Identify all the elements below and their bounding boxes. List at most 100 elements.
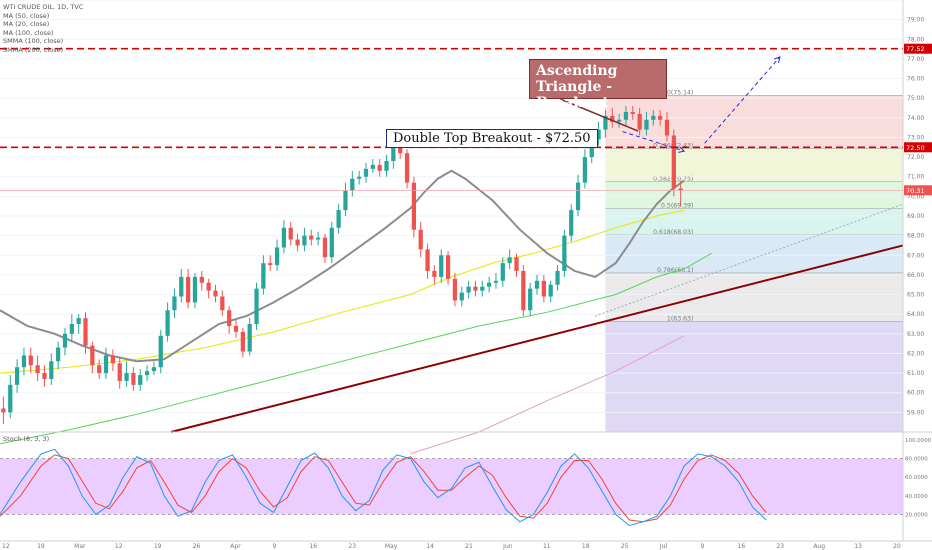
candle-body — [302, 235, 307, 246]
candle-body — [623, 111, 629, 120]
candle-body — [418, 229, 423, 250]
ascending-trendline — [170, 244, 904, 433]
candle-body — [138, 375, 143, 385]
fib-zone — [605, 321, 903, 432]
candle-body — [1, 408, 6, 413]
price-tick-label: 76.00 — [907, 76, 924, 83]
legend-symbol: WTI CRUDE OIL, 1D, TVC — [3, 3, 84, 11]
candle-body — [144, 371, 150, 376]
time-tick-label: Apr — [230, 543, 241, 550]
candle-body — [247, 324, 252, 352]
candle-body — [404, 153, 410, 183]
fibonacci-retracement: 0(75.14)0.236(72.43)0.382(70.75)0.5(69.3… — [605, 89, 903, 432]
candle-body — [49, 361, 54, 379]
candle-body — [151, 367, 157, 372]
legend-line: MA (20, close) — [3, 20, 50, 29]
candle-body — [172, 296, 177, 311]
candle-body — [466, 286, 471, 293]
price-label-badge — [904, 43, 932, 54]
candle-body — [42, 373, 47, 379]
candle-body — [261, 263, 266, 289]
time-tick-label: 19 — [154, 543, 162, 550]
stoch-tick-label: 100.0000 — [905, 438, 932, 444]
candle-body — [97, 365, 102, 374]
price-tick-label: 64.00 — [907, 311, 924, 318]
price-tick-label: 73.00 — [907, 134, 924, 141]
candle-body — [582, 157, 588, 183]
candle-body — [411, 182, 416, 230]
fib-zone — [605, 208, 903, 236]
candle-body — [90, 345, 95, 366]
price-axis: 79.00 78.00 77.00 76.00 75.00 74.00 73.00 72.00… — [902, 0, 932, 550]
fib-level-label: 0.786(66.1) — [657, 267, 693, 274]
candle-body — [637, 113, 642, 130]
candle-body — [528, 288, 533, 311]
time-tick-label: 23 — [776, 543, 784, 550]
candle-body — [514, 257, 519, 271]
candle-body — [603, 115, 608, 130]
candle-body — [596, 129, 601, 140]
price-tick-label: 59.00 — [907, 409, 924, 416]
fib-level-label: 0.5(69.39) — [661, 202, 693, 209]
time-tick-label: Aug — [813, 543, 825, 550]
candle-body — [206, 282, 211, 291]
price-tick-label: 70.00 — [907, 193, 924, 200]
time-tick-label: 23 — [348, 543, 356, 550]
price-tick-label: 69.00 — [907, 213, 924, 220]
time-tick-label: May — [385, 543, 398, 550]
candle-body — [521, 270, 526, 311]
fib-zone — [605, 272, 903, 322]
candle-body — [671, 135, 676, 189]
stoch-tick-label: 60.0000 — [905, 475, 928, 481]
candle-body — [21, 355, 27, 368]
price-tick-label: 68.00 — [907, 233, 924, 240]
candle-body — [569, 210, 574, 236]
candle-body — [288, 227, 293, 240]
projection-arrow — [704, 56, 781, 144]
price-tick-label: 65.00 — [907, 292, 924, 299]
candle-body — [336, 210, 341, 228]
candle-body — [309, 235, 314, 240]
grid-lines — [0, 0, 903, 413]
candle-body — [281, 227, 287, 248]
time-tick-label: Mar — [74, 543, 86, 550]
candle-body — [555, 270, 560, 285]
ma20-line — [0, 169, 685, 363]
candle-body — [254, 288, 259, 324]
candle-body — [179, 276, 184, 297]
stoch-tick-label: 40.0000 — [905, 494, 928, 500]
candle-body — [14, 367, 20, 385]
price-tick-label: 74.00 — [907, 115, 924, 122]
time-tick-label: 9 — [701, 543, 705, 550]
time-tick-label: 16 — [738, 543, 746, 550]
candle-body — [651, 115, 656, 120]
time-tick-label: 18 — [582, 543, 590, 550]
candle-body — [644, 119, 649, 130]
candle-body — [240, 331, 245, 352]
time-tick-label: 26 — [193, 543, 201, 550]
candle-body — [363, 168, 369, 177]
time-tick-label: 9 — [272, 543, 276, 550]
fib-zone — [605, 148, 903, 182]
time-tick-label: 20 — [893, 543, 901, 550]
ma100-line — [0, 252, 712, 445]
price-tick-label: 60.00 — [907, 390, 924, 397]
candle-body — [589, 139, 594, 158]
candlesticks — [1, 106, 683, 425]
candle-body — [445, 255, 451, 279]
time-tick-label: 21 — [465, 543, 473, 550]
price-label-text: 70.31 — [906, 187, 925, 195]
candle-body — [384, 161, 389, 171]
price-tick-label: 62.00 — [907, 350, 924, 357]
smma200-line — [410, 335, 685, 455]
candle-body — [432, 270, 437, 277]
moving-averages — [0, 169, 904, 455]
candle-body — [548, 284, 553, 297]
candle-body — [192, 276, 198, 303]
candle-body — [493, 280, 499, 283]
time-tick-label: 14 — [426, 543, 434, 550]
price-label-badge — [904, 142, 932, 153]
candle-body — [69, 324, 74, 334]
legend-line: MA (50, close) — [3, 11, 50, 20]
